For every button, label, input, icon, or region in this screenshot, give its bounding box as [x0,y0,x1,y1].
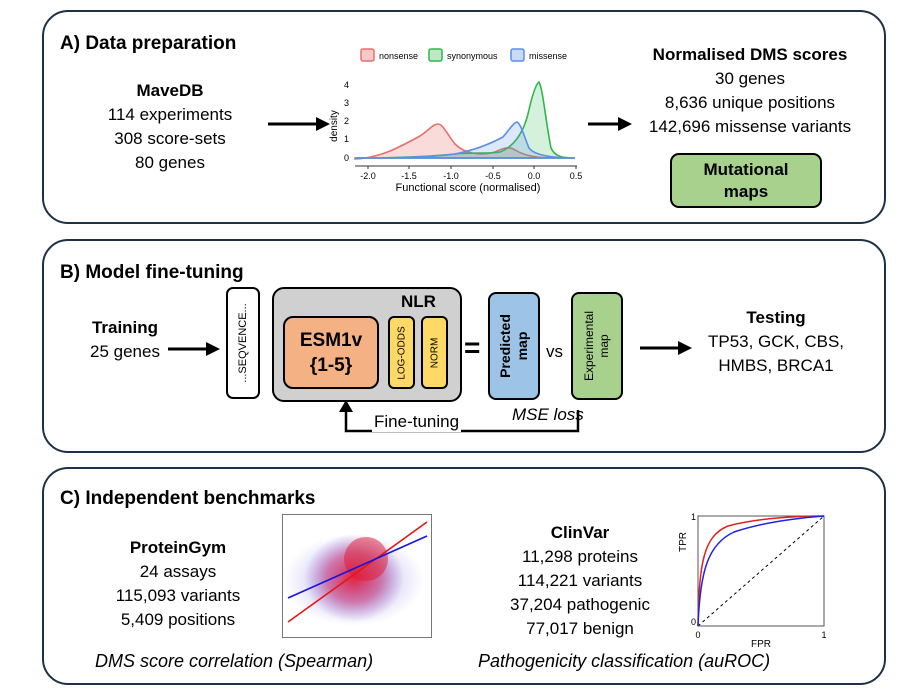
predicted-map-label: map [514,331,530,361]
mavedb-line: 114 experiments [107,105,233,124]
testing-line: HMBS, BRCA1 [718,356,834,375]
normalised-dms-summary: Normalised DMS scores 30 genes 8,636 uni… [640,43,860,139]
testing-heading: Testing [746,308,806,327]
fine-tuning-feedback-arrow [339,400,580,433]
mavedb-line: 80 genes [135,153,205,172]
clinvar-line: 114,221 variants [517,571,643,590]
experimental-map-box: Experimental map [571,292,623,400]
mse-loss-label: MSE loss [512,405,584,424]
x-tick: -0.5 [485,171,501,181]
caption-auroc: Pathogenicity classification (auROC) [478,651,771,671]
spearman-fit-line-red [287,521,428,623]
roc-curve-red [697,515,825,627]
testing-summary: Testing TP53, GCK, CBS, HMBS, BRCA1 [706,306,846,378]
legend-nonsense: nonsense [379,51,418,61]
x-tick: -2.0 [360,171,376,181]
y-tick: 4 [344,80,349,90]
arrow-right-icon [268,117,330,131]
sequence-label: ...SEQVENCE... [237,303,249,383]
mavedb-line: 308 score-sets [114,129,226,148]
proteingym-line: 5,409 positions [120,610,236,629]
x-tick: -1.5 [401,171,417,181]
clinvar-line: 77,017 benign [526,619,634,638]
predicted-label: Predicted [497,314,513,378]
roc-curve-blue [697,515,825,627]
dms-line: 142,696 missense variants [648,117,852,136]
panel-a-title: A) Data preparation [60,33,237,54]
clinvar-line: 37,204 pathogenic [510,595,650,614]
roc-tick: 0 [695,630,700,640]
legend-synonymous: synonymous [447,51,498,61]
testing-line: TP53, GCK, CBS, [707,332,845,351]
spearman-scatter-plot [282,514,432,638]
roc-tick: 0 [691,617,696,627]
spearman-fit-line-blue [287,535,428,599]
roc-diagonal [697,515,825,627]
legend-missense: missense [529,51,567,61]
clinvar-line: 11,298 proteins [522,547,638,566]
mutational-maps-box: Mutational maps [670,153,822,208]
esm1v-model-box: ESM1v {1-5} [283,316,379,389]
panel-independent-benchmarks [42,467,886,685]
nonsense-density [354,123,575,160]
esm1v-range: {1-5} [309,355,353,376]
training-line: 25 genes [90,342,160,361]
dms-line: 8,636 unique positions [664,93,836,112]
esm1v-label: ESM1v [299,330,363,351]
fine-tuning-label: Fine-tuning [372,412,462,432]
vs-label: vs [546,342,563,361]
experimental-map-label: map [597,334,611,358]
arrow-right-icon [168,342,220,356]
norm-label: NORM [429,337,440,368]
x-tick: -1.0 [443,171,459,181]
x-tick: 0.5 [570,171,583,181]
missense-density [354,121,576,159]
density-plot: nonsense synonymous missense 4 3 2 1 0 d… [329,48,583,194]
log-odds-label: LOG-ODDS [396,325,407,380]
clinvar-heading: ClinVar [550,523,610,542]
roc-y-label: TPR [678,532,689,552]
x-tick: 0.0 [528,171,541,181]
roc-tick: 1 [821,630,826,640]
training-summary: Training 25 genes [75,316,175,364]
y-tick: 0 [344,153,349,163]
panel-c-title: C) Independent benchmarks [60,488,316,509]
training-heading: Training [91,318,159,337]
panel-data-preparation [42,10,886,224]
proteingym-line: 115,093 variants [115,586,241,605]
panel-b-title: B) Model fine-tuning [60,262,244,283]
log-odds-box: LOG-ODDS [388,316,415,389]
arrow-right-icon [588,117,632,131]
proteingym-line: 24 assays [139,562,217,581]
x-axis-label: Functional score (normalised) [396,182,541,194]
experimental-label: Experimental [582,310,596,382]
dms-heading: Normalised DMS scores [652,45,848,64]
legend-swatch-missense [510,48,525,62]
legend-swatch-nonsense [360,48,375,62]
caption-spearman: DMS score correlation (Spearman) [95,651,374,671]
y-tick: 1 [344,134,349,144]
norm-box: NORM [421,316,448,389]
dms-line: 30 genes [715,69,785,88]
mutational-maps-label: Mutational maps [703,159,789,201]
mavedb-heading: MaveDB [136,81,204,100]
y-tick: 3 [344,98,349,108]
equals-sign: = [464,332,481,363]
proteingym-summary: ProteinGym 24 assays 115,093 variants 5,… [98,536,258,632]
panel-model-fine-tuning [42,239,886,453]
mavedb-summary: MaveDB 114 experiments 308 score-sets 80… [85,79,255,175]
predicted-map-box: Predicted map [488,292,540,400]
proteingym-heading: ProteinGym [129,538,227,557]
clinvar-summary: ClinVar 11,298 proteins 114,221 variants… [490,521,670,641]
synonymous-density [354,80,576,159]
sequence-box: ...SEQVENCE... [226,287,260,399]
y-tick: 2 [344,116,349,126]
legend-swatch-synonymous [428,48,443,62]
arrow-right-icon [640,341,692,355]
y-axis-label: density [329,110,340,142]
nlr-label: NLR [401,292,436,311]
roc-curve-plot: TPR 1 0 0 1 FPR [678,512,827,650]
roc-tick: 1 [691,512,696,522]
roc-x-label: FPR [751,639,771,650]
